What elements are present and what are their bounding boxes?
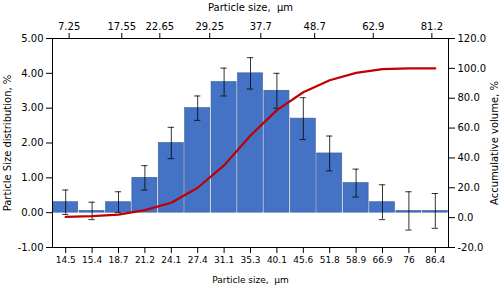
- svg-text:Particle size, μm: Particle size, μm: [212, 275, 289, 285]
- svg-text:20.0: 20.0: [458, 182, 480, 193]
- svg-text:18.7: 18.7: [108, 255, 128, 265]
- svg-text:81.2: 81.2: [421, 21, 443, 32]
- svg-text:3.00: 3.00: [21, 102, 43, 113]
- svg-text:1.00: 1.00: [21, 172, 43, 183]
- svg-text:35.3: 35.3: [240, 255, 260, 265]
- svg-text:37.7: 37.7: [250, 21, 272, 32]
- svg-text:27.4: 27.4: [188, 255, 208, 265]
- svg-text:86.4: 86.4: [425, 255, 445, 265]
- svg-text:31.1: 31.1: [214, 255, 234, 265]
- svg-text:76: 76: [403, 255, 415, 265]
- svg-text:-20.0: -20.0: [458, 242, 484, 253]
- svg-text:51.8: 51.8: [320, 255, 340, 265]
- svg-text:5.00: 5.00: [21, 33, 43, 44]
- svg-text:24.1: 24.1: [161, 255, 181, 265]
- svg-text:40.0: 40.0: [458, 152, 480, 163]
- svg-text:62.9: 62.9: [362, 21, 384, 32]
- svg-text:29.25: 29.25: [195, 21, 224, 32]
- svg-text:0.0: 0.0: [458, 212, 474, 223]
- svg-text:66.9: 66.9: [372, 255, 392, 265]
- svg-text:100.0: 100.0: [458, 63, 487, 74]
- svg-text:Particle size, μm: Particle size, μm: [208, 2, 293, 13]
- svg-text:0.00: 0.00: [21, 207, 43, 218]
- svg-text:-1.00: -1.00: [18, 242, 44, 253]
- svg-text:48.7: 48.7: [304, 21, 326, 32]
- svg-text:14.5: 14.5: [56, 255, 76, 265]
- svg-text:17.55: 17.55: [107, 21, 136, 32]
- svg-text:45.6: 45.6: [293, 255, 313, 265]
- svg-text:22.65: 22.65: [145, 21, 174, 32]
- svg-text:7.25: 7.25: [58, 21, 80, 32]
- svg-text:Accumulative volume, %: Accumulative volume, %: [489, 81, 500, 205]
- svg-text:60.0: 60.0: [458, 122, 480, 133]
- svg-text:15.4: 15.4: [82, 255, 102, 265]
- svg-text:4.00: 4.00: [21, 68, 43, 79]
- svg-text:58.9: 58.9: [346, 255, 366, 265]
- svg-text:80.0: 80.0: [458, 92, 480, 103]
- svg-text:21.2: 21.2: [135, 255, 155, 265]
- svg-text:40.1: 40.1: [267, 255, 287, 265]
- svg-text:Particle Size distribution, %: Particle Size distribution, %: [2, 75, 13, 212]
- svg-text:2.00: 2.00: [21, 137, 43, 148]
- svg-text:120.0: 120.0: [458, 33, 487, 44]
